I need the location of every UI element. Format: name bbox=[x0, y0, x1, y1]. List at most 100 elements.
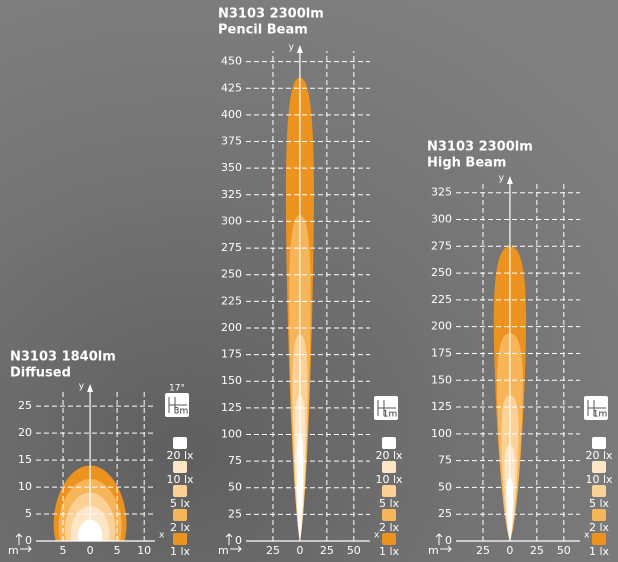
y-tick-label: 325 bbox=[431, 186, 452, 199]
y-tick-label: 100 bbox=[431, 427, 452, 440]
legend-swatch bbox=[173, 461, 187, 473]
legend-label: 5 lx bbox=[589, 497, 610, 510]
y-axis-arrow bbox=[296, 45, 303, 53]
legend-label: 5 lx bbox=[170, 497, 191, 510]
mount-icon-glyph bbox=[377, 400, 396, 416]
legend-swatch bbox=[173, 509, 187, 521]
legend-swatch bbox=[382, 509, 396, 521]
y-tick-label: 150 bbox=[431, 373, 452, 386]
y-tick-label: 20 bbox=[18, 426, 32, 439]
legend-swatch bbox=[382, 437, 396, 449]
y-tick-label: 175 bbox=[221, 348, 242, 361]
x-axis-label: x bbox=[584, 531, 590, 541]
x-tick-label: 0 bbox=[87, 544, 94, 557]
y-axis-label: y bbox=[289, 43, 295, 53]
x-axis-label: x bbox=[374, 531, 380, 541]
mount-icon-glyph bbox=[587, 400, 606, 416]
y-tick-label: 275 bbox=[221, 241, 242, 254]
legend-label: 20 lx bbox=[585, 449, 613, 462]
y-tick-label: 15 bbox=[18, 453, 32, 466]
y-tick-label: 50 bbox=[438, 480, 452, 493]
y-tick-label: 375 bbox=[221, 135, 242, 148]
legend-swatch bbox=[592, 461, 606, 473]
y-tick-label: 0 bbox=[25, 534, 32, 547]
legend-swatch bbox=[382, 533, 396, 545]
icon-label: 1m bbox=[593, 410, 608, 420]
y-tick-label: 450 bbox=[221, 55, 242, 68]
x-tick-label: 25 bbox=[476, 544, 490, 557]
y-tick-label: 75 bbox=[438, 454, 452, 467]
y-axis-label: y bbox=[499, 174, 505, 184]
x-tick-label: 25 bbox=[266, 544, 280, 557]
legend-swatch bbox=[173, 437, 187, 449]
legend-label: 10 lx bbox=[375, 473, 403, 486]
y-tick-label: 250 bbox=[431, 266, 452, 279]
legend-label: 2 lx bbox=[589, 521, 610, 534]
icon-label: 1m bbox=[383, 410, 398, 420]
x-tick-label: 0 bbox=[296, 544, 303, 557]
y-tick-label: 100 bbox=[221, 427, 242, 440]
y-tick-label: 25 bbox=[18, 399, 32, 412]
y-tick-label: 325 bbox=[221, 188, 242, 201]
y-tick-label: 200 bbox=[221, 321, 242, 334]
y-tick-label: 400 bbox=[221, 108, 242, 121]
y-tick-label: 10 bbox=[18, 480, 32, 493]
y-tick-label: 250 bbox=[221, 268, 242, 281]
x-tick-label: 10 bbox=[137, 544, 151, 557]
x-tick-label: 50 bbox=[557, 544, 571, 557]
x-tick-label: 50 bbox=[347, 544, 361, 557]
x-tick-label: 0 bbox=[506, 544, 513, 557]
legend-swatch bbox=[382, 461, 396, 473]
legend-swatch bbox=[592, 485, 606, 497]
unit-arrow bbox=[225, 533, 242, 553]
y-tick-label: 300 bbox=[221, 214, 242, 227]
y-tick-label: 275 bbox=[431, 239, 452, 252]
x-tick-label: 25 bbox=[530, 544, 544, 557]
legend-label: 20 lx bbox=[166, 449, 194, 462]
icon-label: 17° bbox=[169, 384, 185, 394]
y-tick-label: 0 bbox=[445, 534, 452, 547]
legend-label: 1 lx bbox=[589, 545, 610, 558]
unit-arrow bbox=[435, 533, 452, 553]
chart-subtitle: Diffused bbox=[10, 366, 71, 381]
legend-label: 2 lx bbox=[170, 521, 191, 534]
legend-label: 2 lx bbox=[379, 521, 400, 534]
mount-icon-glyph bbox=[168, 397, 187, 413]
unit-label: m bbox=[218, 544, 229, 557]
chart-title: N3103 2300lm bbox=[218, 7, 324, 22]
y-tick-label: 225 bbox=[431, 293, 452, 306]
legend-label: 10 lx bbox=[166, 473, 194, 486]
x-tick-label: 5 bbox=[114, 544, 121, 557]
unit-label: m bbox=[428, 544, 439, 557]
icon-label: 3m bbox=[174, 407, 189, 417]
y-tick-label: 350 bbox=[221, 161, 242, 174]
x-axis-label: x bbox=[159, 531, 165, 541]
y-tick-label: 125 bbox=[431, 400, 452, 413]
unit-label: m bbox=[8, 544, 19, 557]
y-tick-label: 125 bbox=[221, 401, 242, 414]
y-tick-label: 75 bbox=[228, 454, 242, 467]
y-tick-label: 225 bbox=[221, 294, 242, 307]
y-tick-label: 150 bbox=[221, 374, 242, 387]
y-tick-label: 200 bbox=[431, 320, 452, 333]
y-axis-arrow bbox=[506, 176, 513, 184]
y-tick-label: 25 bbox=[438, 507, 452, 520]
chart-title: N3103 2300lm bbox=[427, 140, 533, 155]
y-tick-label: 5 bbox=[25, 507, 32, 520]
legend-label: 5 lx bbox=[379, 497, 400, 510]
x-tick-label: 5 bbox=[60, 544, 67, 557]
chart-subtitle: High Beam bbox=[427, 156, 506, 171]
legend-swatch bbox=[173, 533, 187, 545]
y-axis-label: y bbox=[79, 382, 85, 392]
y-axis-arrow bbox=[87, 384, 94, 392]
x-tick-label: 25 bbox=[320, 544, 334, 557]
y-tick-label: 425 bbox=[221, 81, 242, 94]
legend-label: 1 lx bbox=[379, 545, 400, 558]
legend-swatch bbox=[382, 485, 396, 497]
unit-arrow bbox=[15, 533, 32, 553]
legend-label: 10 lx bbox=[585, 473, 613, 486]
y-tick-label: 0 bbox=[235, 534, 242, 547]
y-tick-label: 50 bbox=[228, 481, 242, 494]
legend-swatch bbox=[592, 509, 606, 521]
